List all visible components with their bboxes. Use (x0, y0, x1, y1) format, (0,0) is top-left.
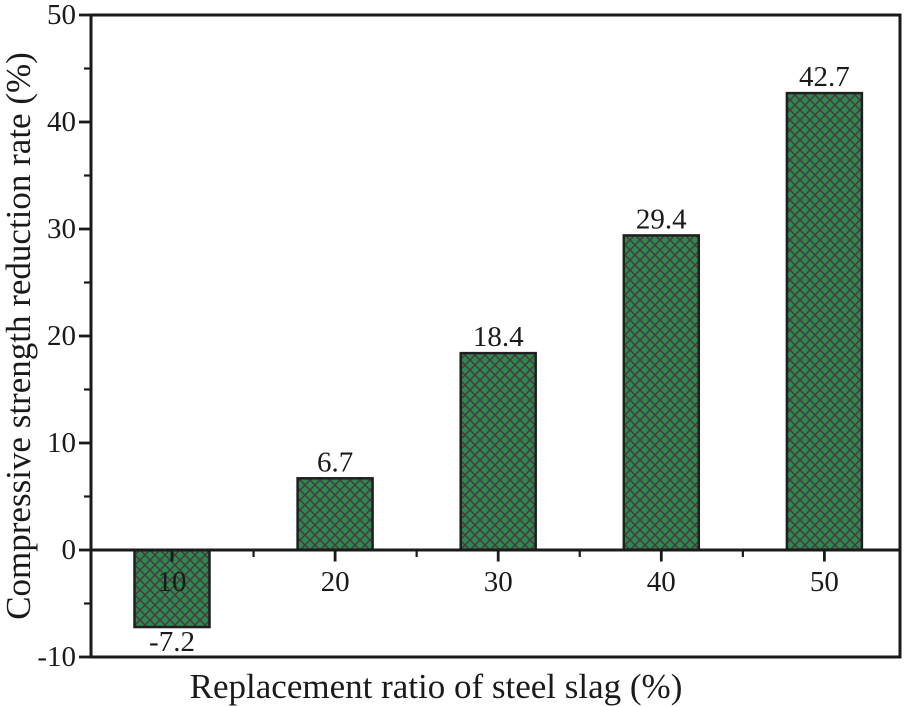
y-tick-label: 50 (47, 0, 76, 31)
y-tick-label: 10 (47, 427, 76, 459)
bar-value-label: 6.7 (317, 446, 353, 478)
bar-20 (296, 477, 374, 552)
y-tick-label: 30 (47, 213, 76, 245)
bar-40 (622, 234, 701, 552)
y-tick-label: 20 (47, 320, 76, 352)
bar-value-label: 18.4 (473, 321, 524, 353)
x-tick-label: 20 (321, 566, 350, 598)
bar-30 (459, 351, 537, 552)
x-tick-label: 10 (158, 566, 187, 598)
y-axis-title: Compressive strength reduction rate (%) (0, 52, 38, 620)
y-tick-label: 0 (62, 534, 77, 566)
bar-10 (133, 548, 211, 629)
bar-value-label: 29.4 (636, 203, 687, 235)
x-tick-label: 40 (647, 566, 676, 598)
y-tick-label: -10 (37, 641, 76, 673)
bars-layer (133, 91, 864, 629)
bar-value-label: -7.2 (149, 626, 195, 658)
x-tick-label: 30 (484, 566, 513, 598)
axes-layer (79, 13, 902, 659)
x-tick-label: 50 (810, 566, 839, 598)
labels-layer: -10 0 10 20 30 40 50 10 20 30 40 50 -7.2 6.7 18.4 29.4 4… (37, 0, 849, 673)
bar-50 (785, 91, 864, 552)
y-tick-label: 40 (47, 106, 76, 138)
x-axis-title: Replacement ratio of steel slag (%) (190, 667, 683, 706)
bar-value-label: 42.7 (799, 61, 850, 93)
